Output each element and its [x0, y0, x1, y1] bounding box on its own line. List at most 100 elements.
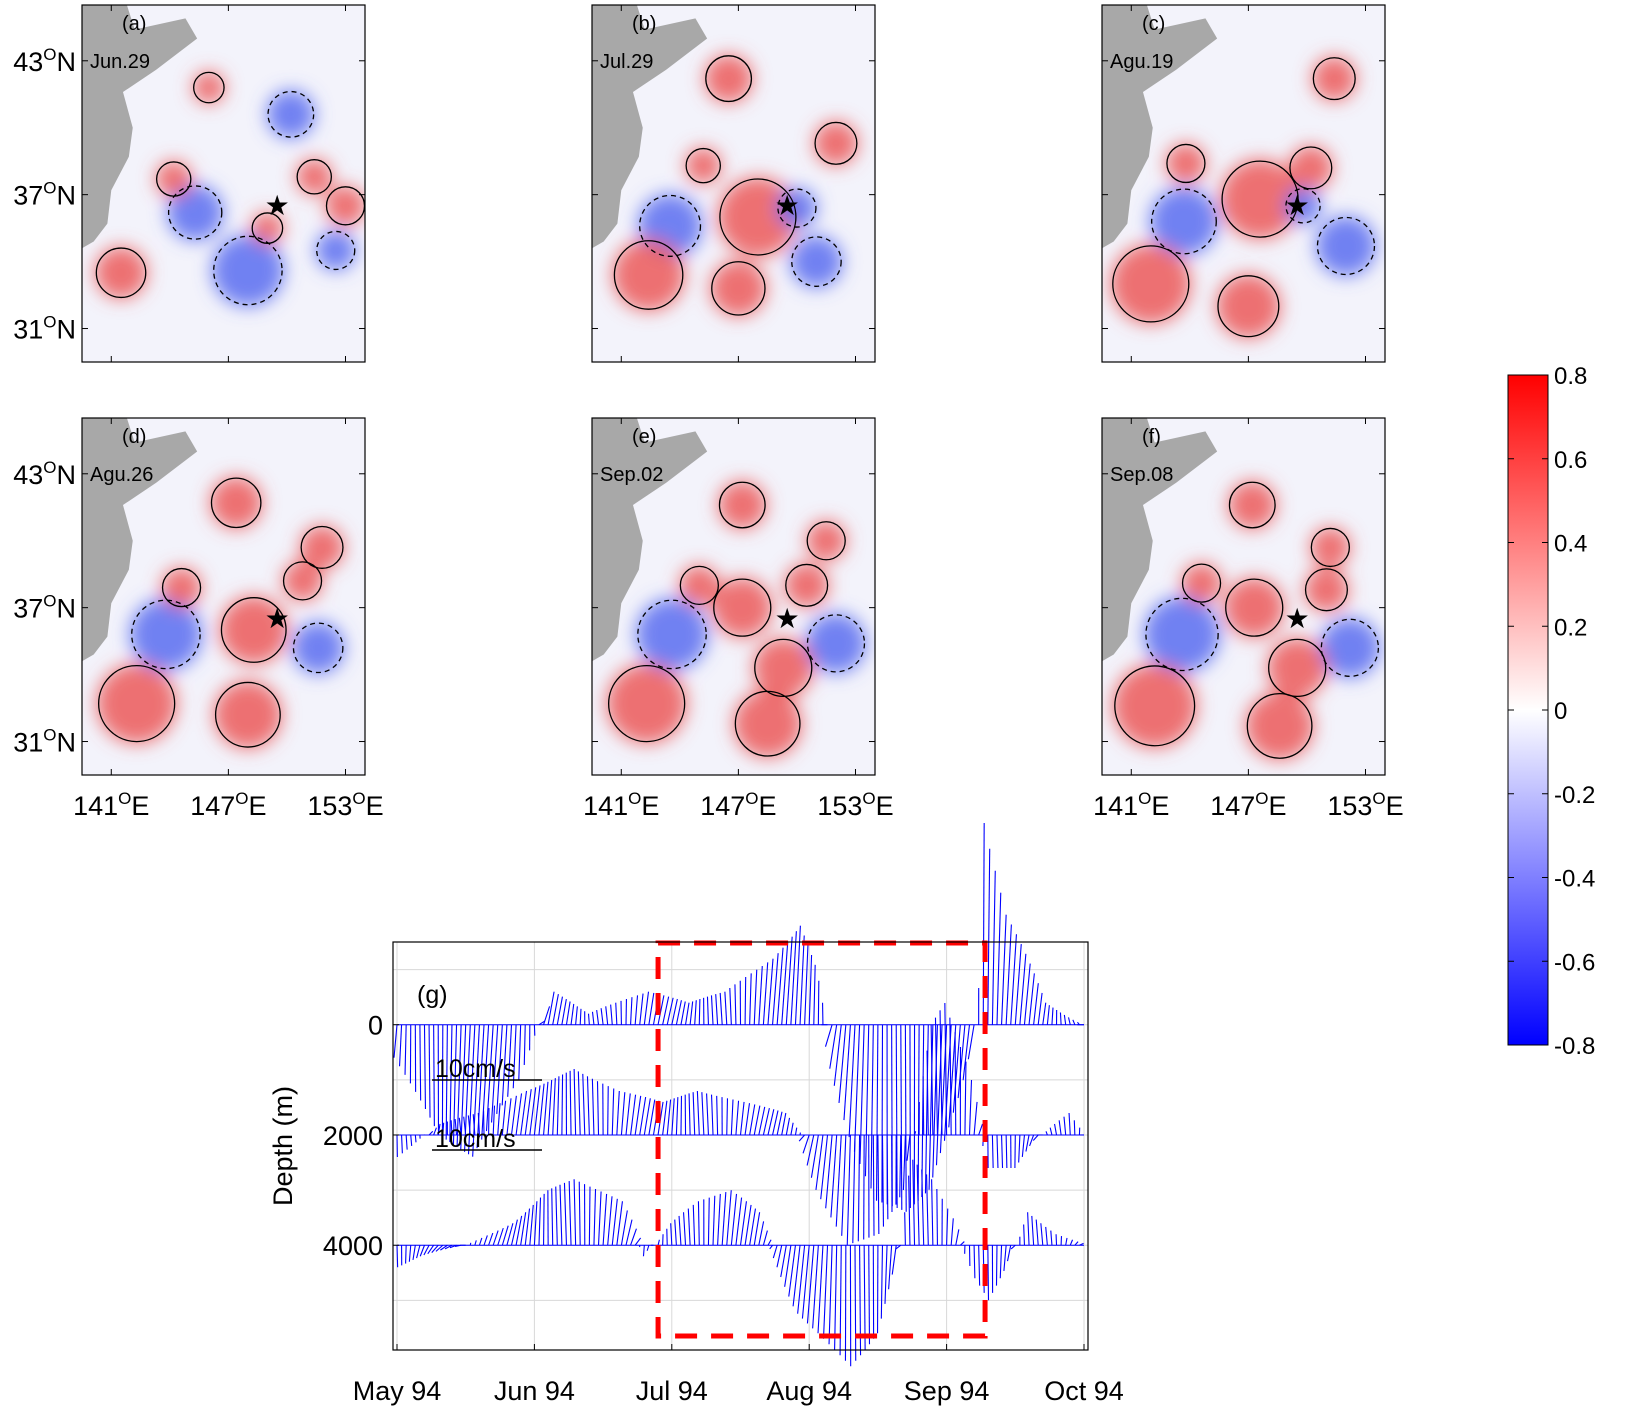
tick-hemisphere: E	[249, 791, 267, 821]
velocity-vector	[1037, 992, 1043, 1025]
velocity-vector	[1031, 1215, 1035, 1246]
velocity-vector	[1027, 1212, 1030, 1246]
tick-hemisphere: E	[1151, 791, 1169, 821]
cold-eddy	[266, 90, 315, 139]
velocity-vector	[806, 1245, 815, 1324]
cold-eddy	[167, 184, 224, 241]
tick-number: 43	[13, 47, 43, 77]
velocity-vector	[835, 1134, 842, 1227]
panel-date: Jun.29	[90, 51, 150, 73]
velocity-vector	[946, 1208, 949, 1246]
velocity-vector	[767, 1109, 775, 1136]
velocity-vector	[497, 1227, 504, 1246]
tick-number: 43	[13, 460, 43, 490]
warm-eddy	[213, 680, 282, 749]
contour-line	[1225, 578, 1284, 637]
month-tick-label: Jun 94	[494, 1376, 575, 1406]
velocity-vector	[706, 1093, 709, 1135]
warm-eddy	[1181, 563, 1222, 604]
tick-number: 153	[817, 791, 862, 821]
velocity-vector	[634, 1095, 642, 1136]
contour-line	[719, 178, 797, 256]
anomaly-field	[1110, 56, 1376, 339]
japan-landmass	[592, 418, 708, 662]
velocity-vector	[556, 1076, 560, 1135]
tick-hemisphere: E	[1386, 791, 1404, 821]
velocity-vector	[863, 1245, 866, 1350]
velocity-vector	[877, 1134, 880, 1234]
velocity-vector	[780, 1245, 787, 1278]
contour-line	[1316, 216, 1376, 276]
tick-hemisphere: N	[57, 460, 77, 490]
velocity-vector	[936, 1189, 938, 1246]
velocity-vector	[1003, 1245, 1007, 1271]
velocity-vector	[573, 1179, 577, 1246]
velocity-vector	[538, 1197, 542, 1246]
velocity-vector	[573, 1068, 577, 1135]
velocity-vector	[904, 1212, 906, 1246]
velocity-vector	[1069, 1239, 1074, 1246]
contour-line	[251, 212, 284, 244]
velocity-vector	[648, 992, 655, 1025]
velocity-vector	[568, 1181, 572, 1246]
velocity-vector	[547, 1079, 553, 1136]
velocity-vector	[753, 1105, 761, 1136]
month-tick-label: May 94	[353, 1376, 442, 1406]
velocity-vector	[833, 1024, 842, 1086]
warm-eddy	[219, 595, 288, 664]
velocity-vector	[872, 1134, 875, 1236]
velocity-vector	[843, 1024, 851, 1121]
velocity-vector	[688, 1093, 691, 1135]
velocity-vector	[962, 1024, 971, 1081]
velocity-vector	[575, 1006, 578, 1025]
velocity-vector	[1032, 1134, 1039, 1141]
japan-landmass	[1102, 5, 1218, 249]
lat-tick-label: 37ON	[13, 592, 76, 624]
velocity-vector	[450, 1120, 453, 1136]
month-tick-label: Oct 94	[1044, 1376, 1124, 1406]
warm-eddy	[753, 637, 814, 698]
map-field	[1102, 418, 1385, 775]
velocity-vector	[616, 1201, 623, 1246]
velocity-vector	[810, 1134, 819, 1178]
velocity-vector	[753, 969, 758, 1025]
contour-line	[806, 614, 866, 673]
scale-bar-label: 10cm/s	[435, 1055, 516, 1083]
velocity-vector	[607, 1086, 609, 1135]
velocity-vector	[476, 1024, 485, 1149]
velocity-vector	[625, 1219, 633, 1246]
velocity-vector	[808, 955, 813, 1025]
tick-hemisphere: E	[131, 791, 149, 821]
japan-landmass	[82, 5, 198, 249]
velocity-vector	[987, 1245, 990, 1301]
panel-label: (f)	[1142, 426, 1161, 448]
tick-degree: O	[43, 726, 56, 745]
panel-b: ★ (b) Jul.29	[591, 4, 876, 363]
panel-date: Agu.26	[90, 464, 153, 486]
velocity-vector	[824, 1024, 833, 1047]
velocity-vector	[891, 1245, 897, 1275]
velocity-vector	[822, 1245, 829, 1339]
velocity-vector	[533, 1085, 541, 1136]
lat-tick-label: 43ON	[13, 458, 76, 490]
velocity-vector	[588, 1186, 591, 1246]
velocity-vector	[785, 1117, 791, 1136]
velocity-vector	[952, 1024, 961, 1113]
velocity-vector	[563, 1182, 568, 1246]
velocity-vector	[1074, 1241, 1079, 1246]
station-star-marker: ★	[265, 190, 290, 221]
velocity-vector	[730, 1193, 738, 1246]
contour-line	[1268, 638, 1327, 698]
warm-eddy	[1288, 145, 1333, 190]
contour-line	[97, 664, 176, 743]
velocity-vector	[701, 1092, 705, 1135]
velocity-vector	[906, 1134, 911, 1161]
cold-eddy	[805, 613, 866, 674]
tick-hemisphere: N	[57, 728, 77, 758]
tick-number: 147	[700, 791, 745, 821]
map-frame	[1101, 4, 1386, 363]
tick-number: 147	[190, 791, 235, 821]
velocity-vector	[538, 1020, 546, 1026]
velocity-vector	[1023, 1224, 1026, 1246]
